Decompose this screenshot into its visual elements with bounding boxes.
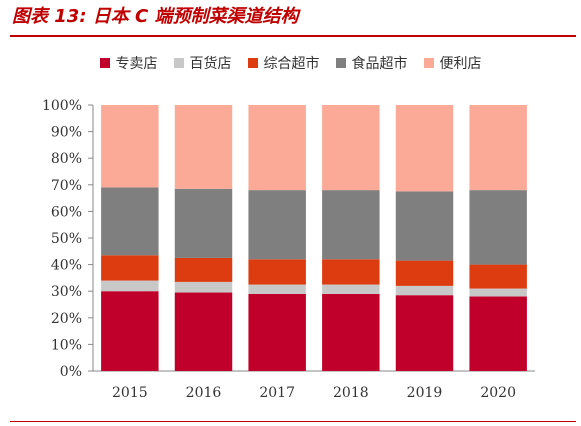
y-tick-label: 100% <box>42 98 82 114</box>
x-tick-label: 2018 <box>333 385 369 401</box>
chart-legend: 专卖店 百货店 综合超市 食品超市 便利店 <box>0 52 581 74</box>
legend-label-2: 综合超市 <box>263 56 320 72</box>
bar-segment <box>174 105 233 189</box>
x-tick-label: 2020 <box>480 385 516 401</box>
bar-segment <box>248 105 306 191</box>
y-tick-label: 10% <box>51 337 82 353</box>
bar-segment <box>322 259 380 285</box>
legend-label-1: 百货店 <box>189 56 232 72</box>
figure-title: 图表 13: 日本 C 端预制菜渠道结构 <box>12 6 299 27</box>
legend-swatch-3 <box>335 58 346 68</box>
title-underline <box>10 35 576 37</box>
legend-item-0: 专卖店 <box>99 53 158 73</box>
bar-segment <box>101 280 159 292</box>
y-tick-label: 70% <box>51 178 82 194</box>
bar-segment <box>469 105 527 191</box>
legend-label-4: 便利店 <box>439 56 482 72</box>
x-tick-label: 2019 <box>407 385 443 401</box>
legend-item-4: 便利店 <box>423 53 482 73</box>
bar-segment <box>174 257 233 282</box>
bar-segment <box>101 255 159 281</box>
x-tick-label: 2016 <box>186 385 222 401</box>
y-tick-label: 40% <box>51 258 82 274</box>
bar-segment <box>101 291 159 371</box>
legend-label-0: 专卖店 <box>115 56 158 72</box>
bar-segment <box>469 264 527 289</box>
legend-swatch-0 <box>99 58 110 68</box>
bar-segment <box>101 105 159 188</box>
y-tick-label: 30% <box>51 284 82 300</box>
bar-segment <box>248 284 306 294</box>
legend-swatch-2 <box>247 58 258 68</box>
bar-segment <box>322 293 380 371</box>
y-tick-label: 80% <box>51 151 82 167</box>
y-tick-label: 60% <box>51 204 82 220</box>
bar-segment <box>395 191 454 261</box>
legend-swatch-4 <box>423 58 434 68</box>
bar-segment <box>395 285 454 296</box>
bar-segment <box>248 293 306 371</box>
bar-segment <box>322 284 380 294</box>
bar-segment <box>248 259 306 285</box>
bar-segment <box>174 188 233 258</box>
bar-segment <box>469 296 527 371</box>
bar-segment <box>174 292 233 371</box>
y-tick-label: 90% <box>51 125 82 141</box>
bottom-rule <box>10 421 576 422</box>
x-tick-label: 2015 <box>112 385 148 401</box>
bar-segment <box>469 190 527 265</box>
bar-segment <box>248 190 306 260</box>
bar-segment <box>174 281 233 293</box>
bar-segment <box>469 288 527 297</box>
legend-item-2: 综合超市 <box>247 53 320 73</box>
y-tick-label: 50% <box>51 231 82 247</box>
bar-segment <box>322 190 380 260</box>
bar-segment <box>395 105 454 192</box>
legend-item-1: 百货店 <box>173 53 232 73</box>
bar-segment <box>395 295 454 371</box>
bar-segment <box>395 260 454 286</box>
y-tick-label: 20% <box>51 311 82 327</box>
y-tick-label: 0% <box>60 364 82 380</box>
legend-item-3: 食品超市 <box>335 53 408 73</box>
legend-swatch-1 <box>173 58 184 68</box>
bar-segment <box>322 105 380 191</box>
legend-label-3: 食品超市 <box>351 56 408 72</box>
bar-segment <box>101 187 159 256</box>
x-tick-label: 2017 <box>259 385 295 401</box>
